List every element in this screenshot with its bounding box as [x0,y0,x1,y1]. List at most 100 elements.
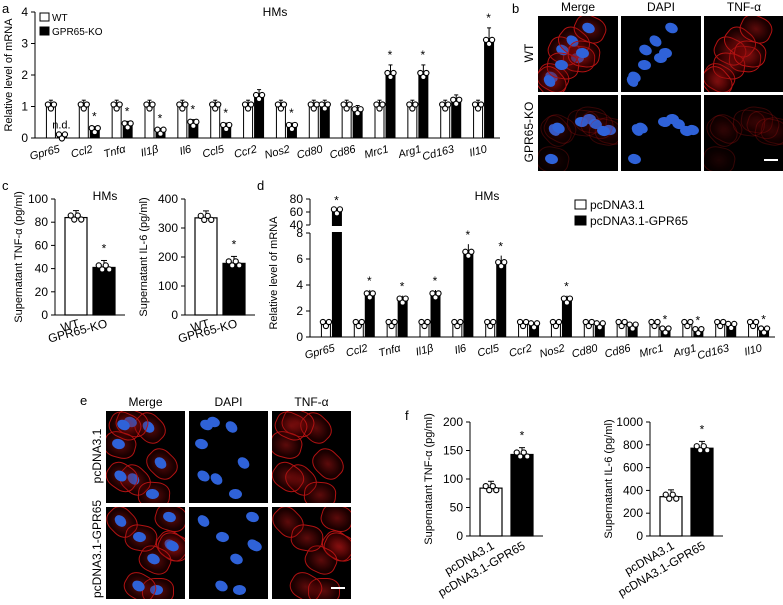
micrograph-image [272,411,351,503]
data-point [486,486,493,494]
data-point [429,290,436,297]
y-tick-label: 80 [290,192,304,206]
panel-letter-f: f [405,408,409,423]
significance-mark: * [564,280,569,294]
data-point [61,131,69,138]
micrograph-image [189,411,268,503]
x-tick-label: Arg1 [671,342,698,360]
data-point [681,318,688,326]
data-point [424,318,431,326]
data-point [288,125,296,133]
data-point [692,325,699,333]
data-point [193,118,200,125]
data-point [488,36,496,44]
significance-mark: * [232,237,237,251]
micrograph-header: Merge [128,395,163,409]
panel-letter-b: b [512,1,519,16]
micrograph-row-label: pcDNA3.1-GPR65 [90,499,104,598]
data-point [313,101,320,108]
significance-mark: * [388,48,393,62]
bar-gpr65-ko [451,101,462,139]
data-point [717,322,724,330]
data-point [693,443,700,450]
data-point [560,295,568,302]
data-point [490,318,497,326]
data-point [157,130,164,137]
bar-treatment [510,453,534,537]
data-point [714,318,721,326]
significance-mark: * [223,106,228,120]
dapi-nucleus [244,510,260,525]
data-point [258,91,266,99]
y-tick-label: 100 [158,279,178,293]
dapi-nucleus [637,43,654,58]
micrograph-image [538,16,618,92]
y-tick-label: 4 [296,278,303,292]
data-point [517,453,524,460]
data-point [533,320,541,327]
scale-bar [764,159,778,161]
data-point [208,216,215,223]
data-point [662,491,669,498]
data-point [71,216,78,223]
data-point [229,262,236,269]
dapi-nucleus [663,20,680,36]
data-point [212,105,219,112]
data-point [160,126,167,133]
data-point [725,320,732,328]
y-tick-label: 1 [21,100,28,114]
data-point [530,324,538,331]
data-point [484,318,491,326]
bar-control [479,487,503,537]
data-point [498,263,505,270]
significance-mark: * [433,274,438,288]
data-point [58,135,66,142]
micrograph-image [106,507,185,599]
data-point [697,447,704,454]
micrograph-row-label: GPR65-KO [522,101,536,163]
bar-control [64,216,88,316]
data-point [757,325,765,332]
data-point [615,318,622,326]
data-point [74,212,81,219]
data-point [669,491,676,498]
data-point [44,101,52,108]
data-point [746,318,754,326]
cell-staining [704,144,738,171]
data-point [704,447,711,454]
data-point [760,329,768,336]
data-point [95,262,102,269]
bar-gpr65 [463,253,474,338]
micrograph-image [704,95,783,171]
data-point [621,318,628,326]
data-point [176,101,183,108]
data-point [524,453,531,460]
data-point [399,299,406,306]
data-point [662,329,669,336]
y-tick-label: 2 [296,304,303,318]
y-tick-label: 60 [35,238,49,252]
dapi-nucleus [228,551,245,567]
x-tick-label: Il6 [178,143,193,158]
axis-break-gap [331,226,343,232]
data-point [201,216,208,223]
bar-gpr65 [561,300,572,338]
data-point [376,105,383,112]
data-point [487,322,494,330]
data-point [700,443,707,450]
data-point [88,124,95,132]
data-point [632,321,639,328]
data-point [232,258,239,265]
micrograph-header: Merge [560,0,595,14]
significance-mark: * [92,110,97,124]
data-point [596,324,603,331]
y-tick-label: 800 [623,438,643,452]
x-tick-label: Ccr2 [508,342,534,360]
data-point [482,36,490,44]
data-point [749,322,757,330]
data-point [336,206,344,213]
x-tick-label: Il10 [468,143,489,159]
significance-mark: * [421,48,426,62]
dapi-nucleus [213,577,231,594]
